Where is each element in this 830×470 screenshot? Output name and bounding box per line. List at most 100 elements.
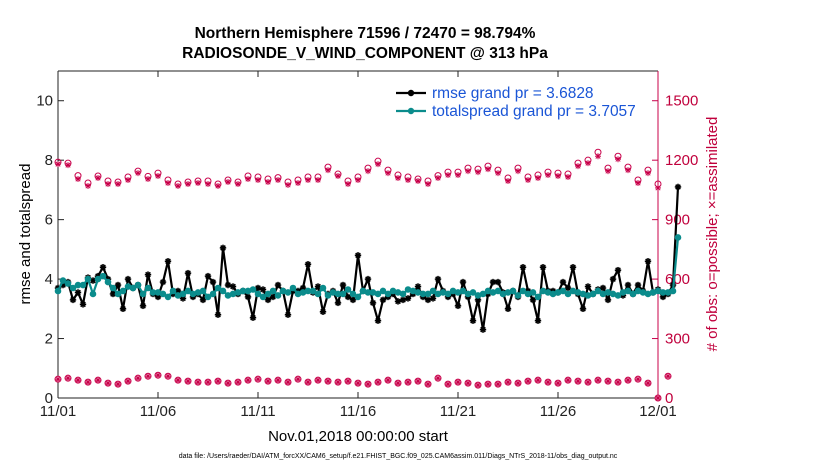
obs-assimilated-00z-point bbox=[495, 170, 501, 177]
spread-series-point bbox=[514, 292, 522, 299]
rmse-series-point bbox=[224, 281, 232, 289]
rmse-series-point bbox=[89, 277, 97, 284]
spread-series-point bbox=[669, 287, 677, 295]
y2-tick-label: 0 bbox=[665, 390, 673, 407]
rmse-series-point bbox=[569, 264, 577, 271]
obs-assimilated-00z-point bbox=[555, 173, 561, 180]
y-tick-label: 6 bbox=[45, 212, 53, 229]
spread-series-point bbox=[319, 284, 327, 292]
obs-assimilated-low-point bbox=[625, 377, 631, 384]
rmse-series-point bbox=[609, 275, 617, 283]
spread-series-point bbox=[109, 284, 117, 292]
spread-series-point bbox=[529, 289, 537, 296]
obs-assimilated-low-point bbox=[575, 378, 581, 385]
y2-axis-label: # of obs: o=possible; ×=assimilated bbox=[704, 117, 721, 352]
obs-assimilated-low-point bbox=[665, 373, 671, 380]
rmse-series-point bbox=[454, 302, 462, 310]
obs-assimilated-12z-point bbox=[525, 177, 531, 183]
obs-assimilated-12z-point bbox=[405, 177, 411, 183]
spread-series-point bbox=[129, 284, 137, 292]
x-tick-label: 11/06 bbox=[140, 403, 176, 420]
obs-assimilated-low-point bbox=[435, 375, 441, 382]
spread-series-point bbox=[324, 292, 332, 299]
rmse-series-point bbox=[399, 296, 407, 304]
rmse-series-point bbox=[79, 301, 87, 308]
rmse-series-point bbox=[219, 244, 227, 252]
spread-series-point bbox=[284, 289, 292, 296]
rmse-series-point bbox=[474, 296, 482, 304]
rmse-series-point bbox=[69, 296, 77, 304]
rmse-series-point bbox=[434, 275, 442, 283]
rmse-series-point bbox=[624, 281, 632, 289]
spread-series-point bbox=[339, 290, 347, 298]
obs-assimilated-00z-point bbox=[275, 177, 281, 183]
rmse-series-point bbox=[109, 290, 117, 298]
spread-series-point bbox=[79, 281, 87, 289]
obs-assimilated-low-point bbox=[165, 373, 171, 380]
spread-series-point bbox=[594, 287, 602, 295]
x-tick-label: 12/01 bbox=[639, 403, 677, 420]
rmse-series-point bbox=[424, 296, 432, 304]
obs-assimilated-00z-point bbox=[515, 168, 521, 175]
obs-assimilated-low-point bbox=[465, 380, 471, 387]
obs-assimilated-low-point bbox=[565, 377, 571, 384]
spread-series-point bbox=[199, 287, 207, 295]
rmse-series-point bbox=[599, 284, 607, 292]
obs-assimilated-low-point bbox=[395, 380, 401, 387]
y-tick-label: 2 bbox=[45, 331, 53, 348]
obs-assimilated-low-point bbox=[265, 378, 271, 385]
obs-assimilated-12z-point bbox=[165, 179, 171, 186]
spread-series-point bbox=[424, 290, 432, 298]
y-tick-label: 8 bbox=[45, 152, 53, 169]
obs-assimilated-12z-point bbox=[465, 168, 471, 175]
spread-series-point bbox=[134, 281, 142, 289]
obs-assimilated-low-point bbox=[645, 380, 651, 387]
obs-assimilated-low-point bbox=[655, 395, 661, 401]
rmse-series-point bbox=[74, 289, 82, 296]
rmse-series-point bbox=[244, 293, 252, 301]
obs-assimilated-12z-point bbox=[645, 170, 651, 177]
obs-assimilated-00z-point bbox=[155, 173, 161, 180]
obs-assimilated-low-point bbox=[85, 379, 91, 386]
spread-series-point bbox=[254, 290, 262, 298]
spread-series-point bbox=[354, 293, 362, 301]
rmse-series-point bbox=[644, 258, 652, 265]
obs-assimilated-low-point bbox=[205, 379, 211, 386]
rmse-series-point bbox=[119, 305, 127, 313]
obs-assimilated-low-point bbox=[375, 379, 381, 386]
spread-series-point bbox=[259, 293, 267, 301]
obs-assimilated-00z-point bbox=[235, 180, 241, 187]
legend-rmse-label: rmse grand pr = 3.6828 bbox=[432, 85, 594, 102]
spread-series-point bbox=[444, 290, 452, 298]
obs-assimilated-12z-point bbox=[545, 172, 551, 179]
x-tick-label: 11/21 bbox=[440, 403, 476, 420]
obs-assimilated-00z-point bbox=[455, 172, 461, 179]
obs-assimilated-12z-point bbox=[205, 180, 211, 187]
obs-assimilated-low-point bbox=[225, 380, 231, 387]
spread-series-point bbox=[534, 293, 542, 301]
rmse-series-point bbox=[564, 284, 572, 292]
obs-assimilated-low-point bbox=[155, 372, 161, 379]
spread-series-point bbox=[289, 284, 297, 292]
spread-series-point bbox=[274, 292, 282, 299]
spread-series-point bbox=[429, 287, 437, 295]
obs-assimilated-low-point bbox=[385, 377, 391, 384]
obs-assimilated-00z-point bbox=[475, 169, 481, 176]
spread-series-point bbox=[169, 287, 177, 295]
spread-series-point bbox=[269, 287, 277, 295]
obs-assimilated-00z-point bbox=[595, 153, 601, 160]
rmse-series-point bbox=[364, 275, 372, 283]
spread-series-point bbox=[114, 290, 122, 298]
obs-assimilated-12z-point bbox=[585, 160, 591, 167]
obs-assimilated-low-point bbox=[455, 379, 461, 386]
spread-series-point bbox=[344, 286, 352, 293]
obs-assimilated-00z-point bbox=[75, 176, 81, 183]
spread-series-point bbox=[309, 287, 317, 295]
obs-assimilated-low-point bbox=[595, 377, 601, 384]
obs-assimilated-00z-point bbox=[355, 177, 361, 183]
obs-assimilated-00z-point bbox=[615, 156, 621, 163]
obs-assimilated-00z-point bbox=[315, 177, 321, 183]
obs-assimilated-low-point bbox=[335, 379, 341, 386]
obs-assimilated-low-point bbox=[585, 379, 591, 386]
